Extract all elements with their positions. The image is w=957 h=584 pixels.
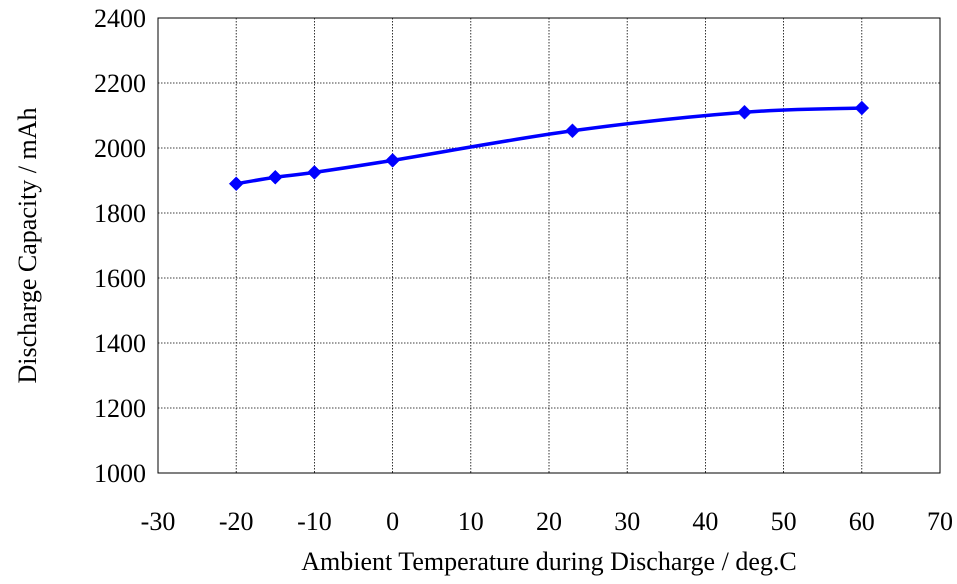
plot-area — [157, 17, 941, 474]
x-tick-label: 40 — [692, 507, 718, 536]
y-tick-label: 2000 — [94, 134, 146, 163]
data-point-marker — [228, 176, 244, 192]
y-tick-label: 1400 — [94, 329, 146, 358]
x-tick-label: 0 — [386, 507, 399, 536]
x-tick-label: 50 — [771, 507, 797, 536]
data-point-marker — [565, 123, 580, 139]
x-tick-label: -20 — [219, 507, 254, 536]
x-tick-label: 60 — [849, 507, 875, 536]
y-tick-label: 2400 — [94, 4, 146, 33]
x-axis-title: Ambient Temperature during Discharge / d… — [301, 547, 796, 576]
x-tick-label: 10 — [458, 507, 484, 536]
y-tick-label: 2200 — [94, 69, 146, 98]
data-point-marker — [854, 100, 870, 116]
grid — [157, 17, 941, 474]
y-tick-label: 1800 — [94, 199, 146, 228]
x-tick-label: -10 — [297, 507, 332, 536]
x-tick-label: 70 — [927, 507, 953, 536]
data-point-marker — [307, 165, 322, 180]
y-tick-label: 1600 — [94, 264, 146, 293]
y-tick-label: 1000 — [94, 459, 146, 488]
x-tick-label: 30 — [614, 507, 640, 536]
series — [228, 100, 870, 192]
data-point-marker — [737, 104, 752, 120]
y-tick-label: 1200 — [94, 394, 146, 423]
y-axis-title: Discharge Capacity / mAh — [13, 107, 42, 383]
data-point-marker — [385, 152, 400, 168]
x-tick-label: -30 — [141, 507, 176, 536]
x-axis-tick-labels: -30 -20 -10 0 10 20 30 40 50 60 70 — [141, 507, 953, 536]
data-point-marker — [267, 169, 283, 185]
x-tick-label: 20 — [536, 507, 562, 536]
y-axis-tick-labels: 1000 1200 1400 1600 1800 2000 2200 2400 — [94, 4, 146, 488]
